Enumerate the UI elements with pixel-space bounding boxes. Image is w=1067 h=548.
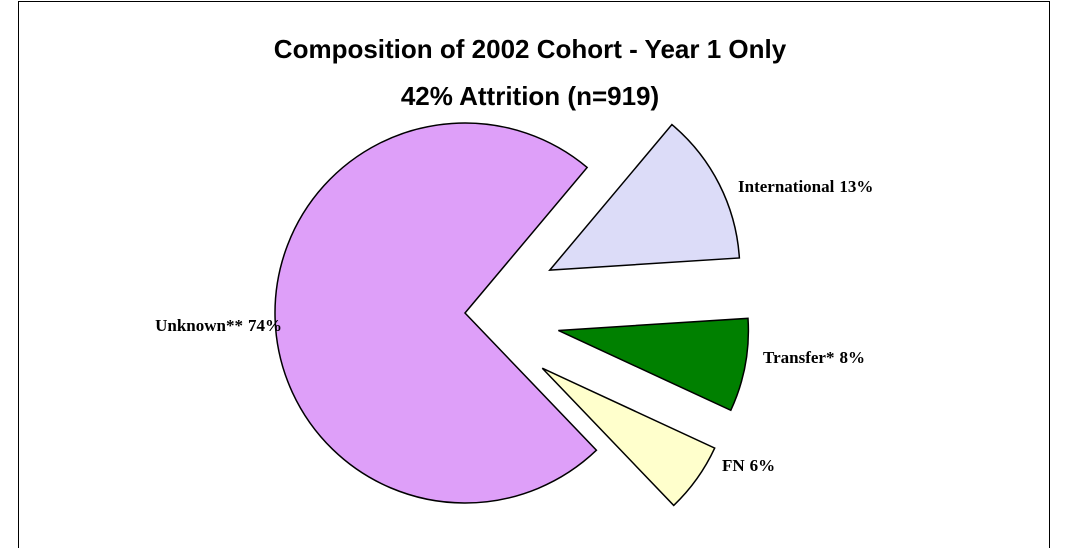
slice-label: FN 6%	[722, 456, 775, 475]
slice-label: Transfer* 8%	[763, 348, 865, 367]
category-label: Unknown**	[155, 316, 243, 335]
chart-frame	[18, 1, 1050, 548]
value-label: 6%	[750, 456, 776, 475]
slice-label: International 13%	[738, 177, 873, 196]
chart-subtitle: 42% Attrition (n=919)	[401, 81, 659, 111]
category-label: Transfer*	[763, 348, 834, 367]
value-label: 8%	[839, 348, 865, 367]
value-label: 74%	[248, 316, 282, 335]
category-label: International	[738, 177, 835, 196]
pie-slice	[548, 123, 741, 271]
pie-slice	[541, 367, 716, 507]
pie-slice	[558, 317, 750, 412]
category-label: FN	[722, 456, 745, 475]
value-label: 13%	[839, 177, 873, 196]
pie-slice	[274, 122, 598, 504]
chart-title: Composition of 2002 Cohort - Year 1 Only	[274, 34, 787, 64]
slice-label: Unknown** 74%	[155, 316, 282, 335]
